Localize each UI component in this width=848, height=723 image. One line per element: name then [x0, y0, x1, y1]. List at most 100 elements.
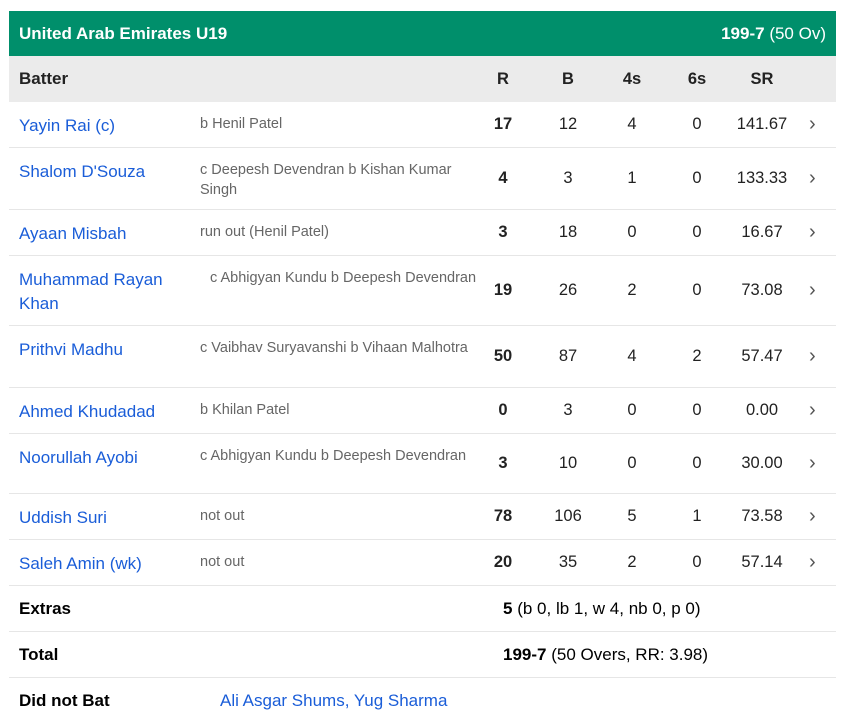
runs: 17	[493, 115, 513, 133]
sixes: 0	[692, 223, 702, 241]
dismissal: c Abhigyan Kundu b Deepesh Devendran	[210, 270, 477, 286]
chevron-right-icon[interactable]: ›	[809, 345, 816, 367]
col-sixes: 6s	[687, 69, 707, 88]
runs: 78	[493, 507, 513, 525]
chevron-right-icon[interactable]: ›	[809, 279, 816, 301]
dismissal: c Vaibhav Suryavanshi b Vihaan Malhotra	[200, 340, 468, 356]
strike-rate: 0.00	[745, 401, 779, 419]
fours: 0	[627, 223, 637, 241]
chevron-right-icon[interactable]: ›	[809, 221, 816, 243]
fours: 0	[627, 454, 637, 472]
balls: 26	[558, 281, 578, 299]
sixes: 0	[692, 169, 702, 187]
strike-rate: 141.67	[736, 115, 788, 133]
team-name: United Arab Emirates U19	[19, 23, 228, 43]
scorecard: United Arab Emirates U19 199-7 (50 Ov) B…	[9, 11, 836, 723]
balls: 10	[558, 454, 578, 472]
balls: 87	[558, 347, 578, 365]
chevron-right-icon[interactable]: ›	[809, 167, 816, 189]
chevron-right-icon[interactable]: ›	[809, 551, 816, 573]
fours: 4	[627, 347, 637, 365]
batter-row[interactable]: Ayaan Misbah run out (Henil Patel) 3 18 …	[9, 210, 836, 256]
team-header: United Arab Emirates U19 199-7 (50 Ov)	[9, 11, 836, 56]
batter-row[interactable]: Ahmed Khudadad b Khilan Patel 0 3 0 0 0.…	[9, 388, 836, 434]
runs: 0	[498, 401, 508, 419]
strike-rate: 16.67	[741, 223, 783, 241]
fours: 0	[627, 401, 637, 419]
sixes: 1	[692, 507, 702, 525]
batter-name[interactable]: Saleh Amin (wk)	[19, 554, 142, 573]
batter-name[interactable]: Muhammad Rayan Khan	[19, 270, 163, 313]
dismissal: run out (Henil Patel)	[200, 224, 329, 240]
runs: 20	[493, 553, 513, 571]
batter-name[interactable]: Noorullah Ayobi	[19, 448, 138, 467]
balls: 3	[563, 401, 573, 419]
chevron-right-icon[interactable]: ›	[809, 113, 816, 135]
runs: 19	[493, 281, 513, 299]
sixes: 0	[692, 115, 702, 133]
fours: 2	[627, 281, 637, 299]
batter-row[interactable]: Noorullah Ayobi c Abhigyan Kundu b Deepe…	[9, 434, 836, 494]
batter-row[interactable]: Yayin Rai (c) b Henil Patel 17 12 4 0 14…	[9, 102, 836, 148]
chevron-right-icon[interactable]: ›	[809, 399, 816, 421]
extras-label: Extras	[19, 598, 71, 618]
dismissal: c Abhigyan Kundu b Deepesh Devendran	[200, 448, 467, 464]
strike-rate: 73.58	[741, 507, 783, 525]
team-score: 199-7 (50 Ov)	[721, 23, 826, 43]
batter-row[interactable]: Shalom D'Souza c Deepesh Devendran b Kis…	[9, 148, 836, 210]
total-label: Total	[19, 644, 59, 664]
chevron-right-icon[interactable]: ›	[809, 452, 816, 474]
strike-rate: 73.08	[741, 281, 783, 299]
fours: 1	[627, 169, 637, 187]
dismissal: b Henil Patel	[200, 116, 283, 132]
strike-rate: 57.47	[741, 347, 783, 365]
batter-row[interactable]: Uddish Suri not out 78 106 5 1 73.58 ›	[9, 494, 836, 540]
batter-name[interactable]: Uddish Suri	[19, 508, 107, 527]
runs: 3	[498, 223, 508, 241]
balls: 12	[558, 115, 578, 133]
sixes: 0	[692, 281, 702, 299]
col-fours: 4s	[622, 69, 642, 88]
batter-row[interactable]: Prithvi Madhu c Vaibhav Suryavanshi b Vi…	[9, 326, 836, 388]
column-header: Batter R B 4s 6s SR	[9, 56, 836, 102]
dismissal: c Deepesh Devendran b Kishan Kumar Singh	[200, 162, 452, 198]
batter-row[interactable]: Saleh Amin (wk) not out 20 35 2 0 57.14 …	[9, 540, 836, 586]
did-not-bat-row: Did not Bat Ali Asgar Shums, Yug Sharma	[9, 678, 836, 723]
sixes: 0	[692, 553, 702, 571]
fours: 2	[627, 553, 637, 571]
runs: 4	[498, 169, 508, 187]
col-batter: Batter	[19, 69, 69, 88]
did-not-bat-label: Did not Bat	[19, 690, 110, 710]
did-not-bat-players[interactable]: Ali Asgar Shums, Yug Sharma	[220, 690, 448, 710]
fours: 5	[627, 507, 637, 525]
dismissal: not out	[200, 508, 245, 524]
extras-value: 5 (b 0, lb 1, w 4, nb 0, p 0)	[503, 598, 701, 618]
batter-name[interactable]: Prithvi Madhu	[19, 340, 123, 359]
batter-name[interactable]: Ahmed Khudadad	[19, 402, 156, 421]
dismissal: b Khilan Patel	[200, 402, 290, 418]
col-runs: R	[497, 69, 509, 88]
total-row: Total 199-7 (50 Overs, RR: 3.98)	[9, 632, 836, 678]
col-balls: B	[562, 69, 574, 88]
batter-name[interactable]: Yayin Rai (c)	[19, 116, 116, 135]
strike-rate: 133.33	[736, 169, 788, 187]
dismissal: not out	[200, 554, 245, 570]
chevron-right-icon[interactable]: ›	[809, 505, 816, 527]
balls: 3	[563, 169, 573, 187]
fours: 4	[627, 115, 637, 133]
sixes: 0	[692, 454, 702, 472]
sixes: 2	[692, 347, 702, 365]
balls: 106	[554, 507, 582, 525]
batter-name[interactable]: Ayaan Misbah	[19, 224, 127, 243]
balls: 18	[558, 223, 578, 241]
balls: 35	[558, 553, 578, 571]
extras-row: Extras 5 (b 0, lb 1, w 4, nb 0, p 0)	[9, 586, 836, 632]
runs: 50	[493, 347, 513, 365]
runs: 3	[498, 454, 508, 472]
strike-rate: 30.00	[741, 454, 783, 472]
total-value: 199-7 (50 Overs, RR: 3.98)	[503, 644, 709, 664]
col-sr: SR	[750, 69, 774, 88]
batter-row[interactable]: Muhammad Rayan Khan c Abhigyan Kundu b D…	[9, 256, 836, 326]
batter-name[interactable]: Shalom D'Souza	[19, 162, 146, 181]
sixes: 0	[692, 401, 702, 419]
